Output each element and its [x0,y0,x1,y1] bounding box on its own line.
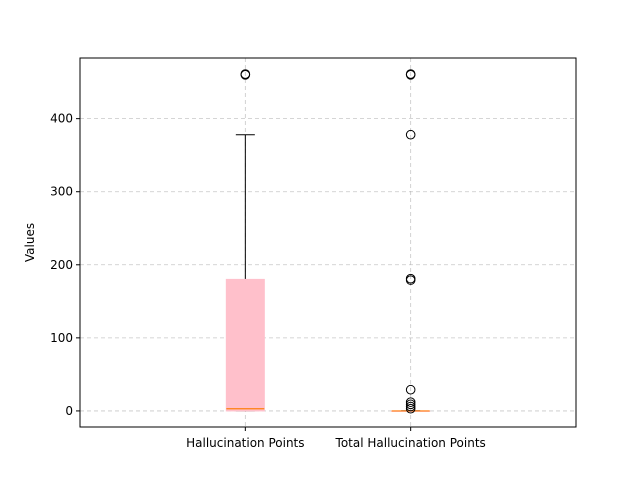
outlier-point [405,69,416,79]
y-tick-label: 300 [50,185,73,199]
outlier-point [405,399,416,410]
y-axis-label: Values [23,223,37,262]
outlier-point [405,397,416,407]
y-tick-label: 400 [50,112,73,126]
box-layer [225,69,431,414]
outlier-point [240,69,251,79]
x-tick-label: Total Hallucination Points [335,436,486,450]
box-group [391,69,431,414]
grid-layer [80,58,576,427]
x-tick-label: Hallucination Points [186,436,304,450]
y-tick-label: 100 [50,331,73,345]
outlier-point [405,129,416,140]
box-group [225,69,265,412]
y-tick-label: 0 [65,404,73,418]
y-tick-label: 200 [50,258,73,272]
axis-layer: 0 100 200 300 400 Hallucination Points Total H… [50,112,486,450]
plot-frame [79,57,577,428]
outlier-point [405,403,416,414]
iqr-box [225,278,265,412]
outlier-point [405,273,416,284]
outlier-point [405,384,416,395]
outlier-point [405,401,416,412]
